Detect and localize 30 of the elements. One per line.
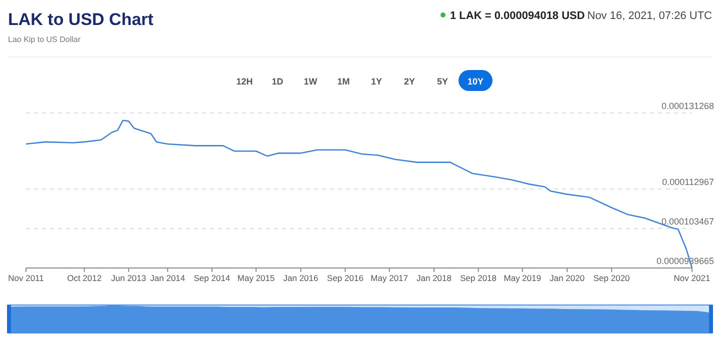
- x-tick-label: May 2017: [370, 273, 408, 283]
- text: 1W: [304, 76, 318, 86]
- x-tick-label: Jan 2018: [416, 273, 452, 283]
- text: Nov 16, 2021, 07:26 UTC: [587, 10, 712, 22]
- text: 1D: [272, 76, 284, 86]
- text: 1M: [337, 76, 350, 86]
- y-tick-label: 0.000131268: [661, 101, 714, 111]
- x-tick-label: Nov 2011: [8, 273, 44, 283]
- x-tick-label: Oct 2012: [67, 273, 102, 283]
- x-tick-label: Jan 2016: [283, 273, 319, 283]
- text: 12H: [236, 76, 253, 86]
- chart-title: LAK to USD Chart: [8, 10, 154, 29]
- y-tick-label: 0.000112967: [662, 177, 714, 188]
- x-tick-label: Jan 2020: [550, 273, 585, 283]
- x-tick-label: Sep 2018: [460, 273, 497, 283]
- x-tick-label: Sep 2020: [593, 273, 630, 283]
- text: 1Y: [370, 76, 382, 86]
- x-tick-label: Sep 2014: [194, 273, 230, 283]
- x-tick-label: Jan 2014: [150, 273, 186, 283]
- x-tick-label: Jun 2013: [111, 273, 146, 283]
- y-tick-label: 0.000103467: [661, 216, 714, 227]
- x-tick-label: Nov 2021: [674, 273, 710, 283]
- text: 2Y: [404, 76, 416, 86]
- x-tick-label: May 2015: [237, 273, 276, 283]
- x-tick-label: May 2019: [504, 273, 542, 283]
- text: 10Y: [467, 76, 484, 86]
- chart-subtitle: Lao Kip to US Dollar: [8, 35, 81, 44]
- text: 1 LAK = 0.000094018 USD: [450, 10, 585, 22]
- text: 5Y: [436, 76, 448, 86]
- x-tick-label: Sep 2016: [327, 273, 364, 283]
